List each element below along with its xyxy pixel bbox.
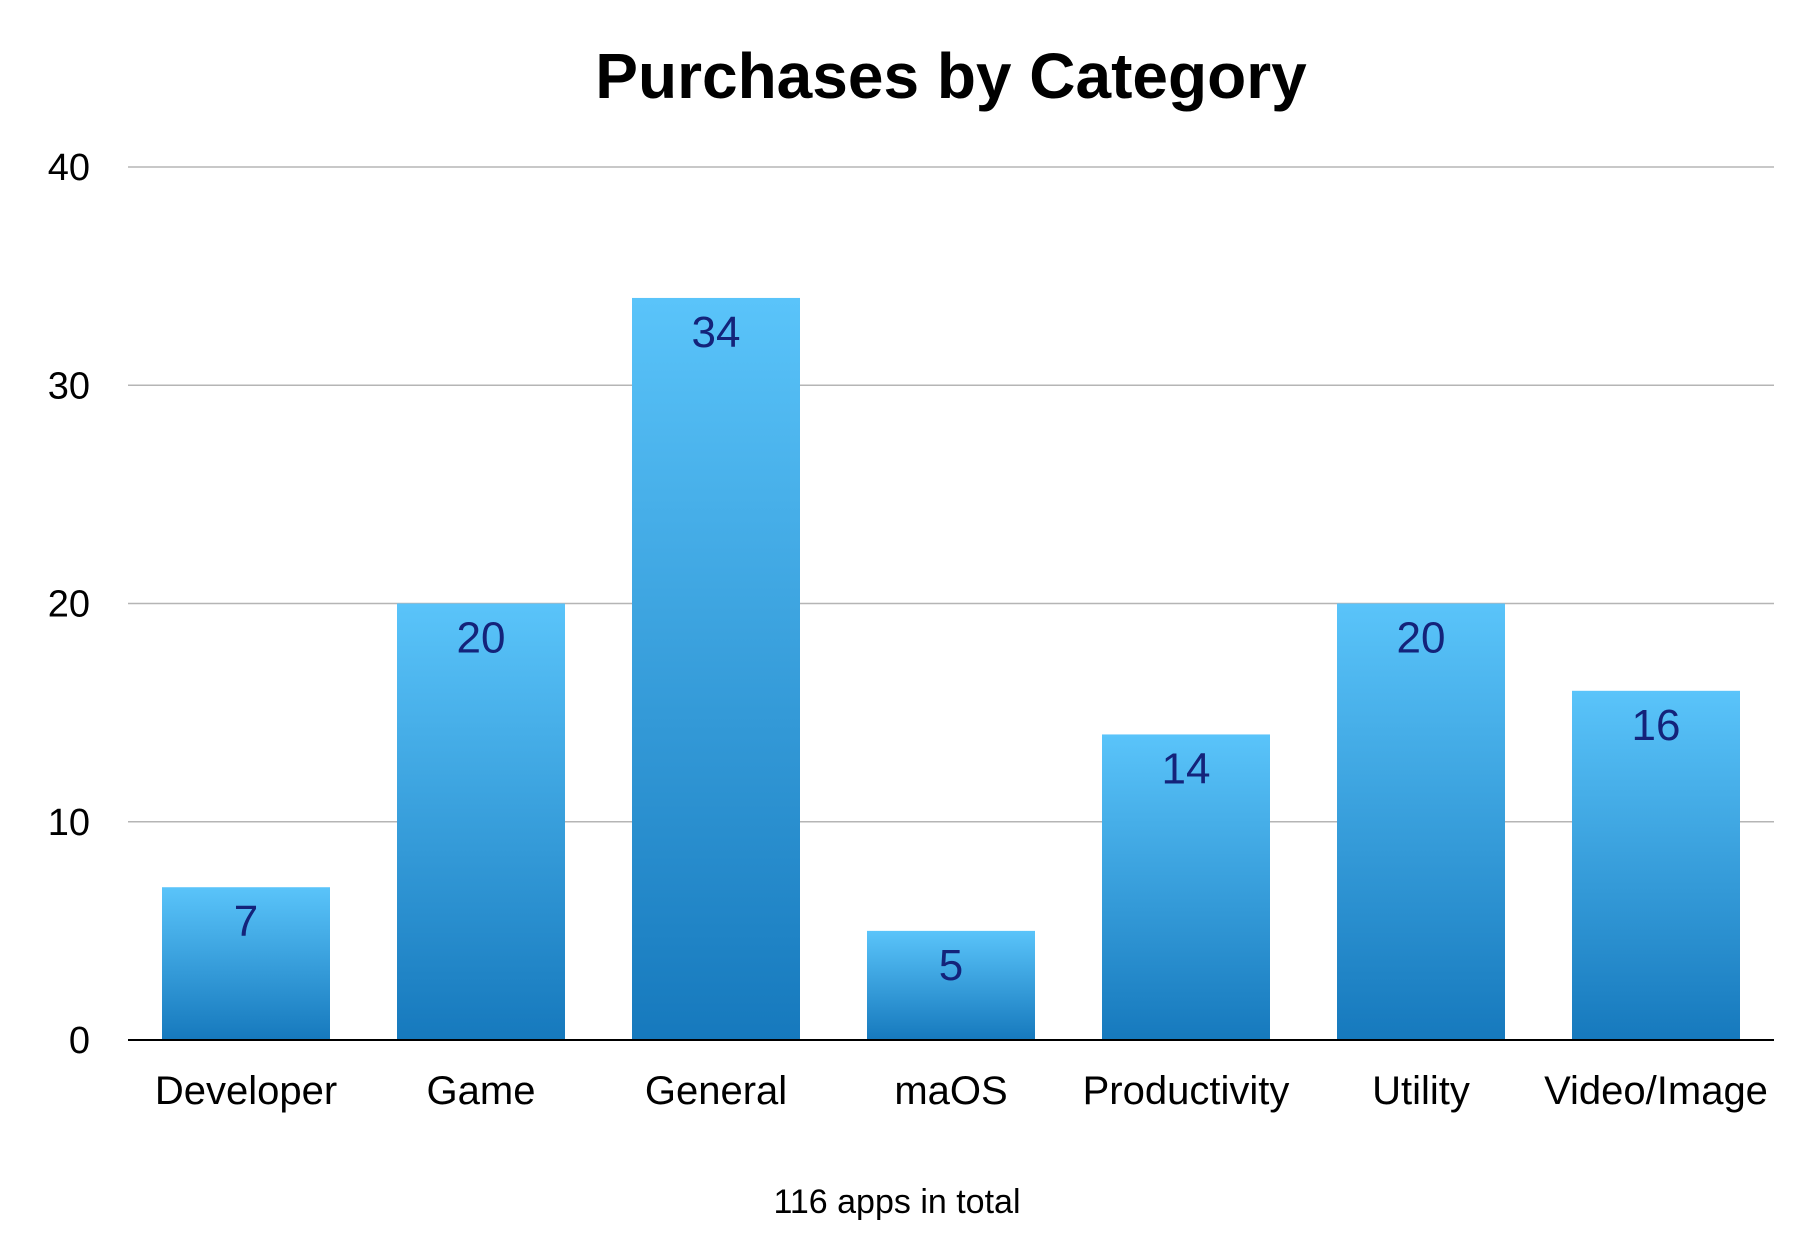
- bar-productivity: [1102, 734, 1270, 1040]
- gridlines: [128, 166, 1774, 823]
- y-tick-label: 10: [48, 802, 90, 844]
- data-label: 20: [1397, 614, 1446, 663]
- bar-developer: [162, 887, 330, 1040]
- data-label: 34: [692, 308, 741, 357]
- chart-title: Purchases by Category: [595, 40, 1307, 112]
- bar-maos: [867, 930, 1035, 1040]
- chart-caption: 116 apps in total: [774, 1183, 1021, 1221]
- data-labels: 7 20 34 5 14 20 16: [234, 308, 1681, 990]
- bar-video-image: [1572, 690, 1740, 1040]
- y-tick-label: 0: [69, 1020, 90, 1062]
- x-tick-label: Utility: [1372, 1069, 1470, 1113]
- bars: [162, 297, 1740, 1040]
- x-axis-ticks: Developer Game General maOS Productivity Util…: [155, 1069, 1768, 1113]
- y-tick-label: 20: [48, 584, 90, 626]
- bar-utility: [1337, 603, 1505, 1040]
- x-tick-label: Productivity: [1083, 1069, 1290, 1113]
- data-label: 20: [457, 614, 506, 663]
- x-tick-label: Developer: [155, 1069, 337, 1113]
- data-label: 14: [1162, 744, 1211, 793]
- y-axis-ticks: 0 10 20 30 40: [48, 147, 90, 1062]
- y-tick-label: 30: [48, 365, 90, 407]
- x-tick-label: General: [645, 1069, 787, 1113]
- data-label: 7: [234, 897, 258, 946]
- x-tick-label: Video/Image: [1544, 1069, 1768, 1113]
- data-label: 16: [1632, 701, 1681, 750]
- bar-general: [632, 297, 800, 1040]
- y-tick-label: 40: [48, 147, 90, 189]
- bar-game: [397, 603, 565, 1040]
- data-label: 5: [939, 941, 963, 990]
- x-tick-label: maOS: [894, 1069, 1007, 1113]
- x-tick-label: Game: [427, 1069, 536, 1113]
